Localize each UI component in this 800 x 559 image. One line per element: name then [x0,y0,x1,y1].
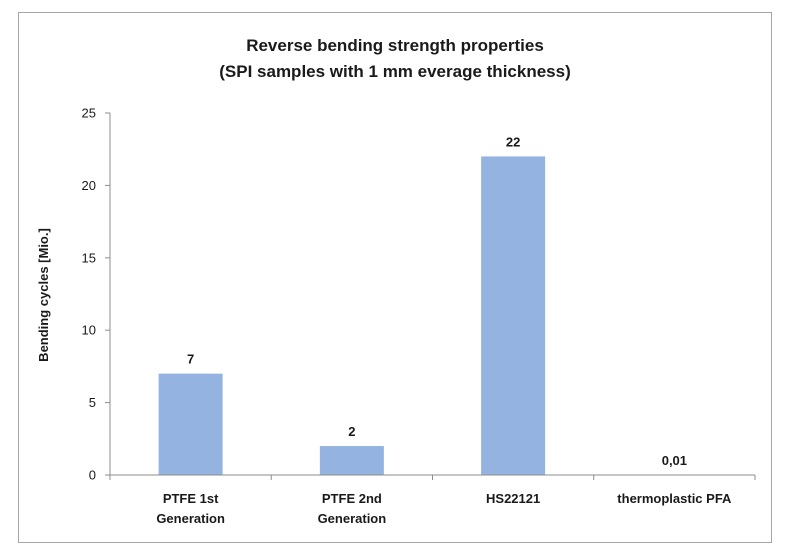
y-tick-label: 5 [89,395,96,410]
chart-title-block: Reverse bending strength properties (SPI… [19,33,771,85]
x-category-label: PTFE 1st [163,491,219,506]
y-tick-label: 15 [82,250,96,265]
data-label: 0,01 [662,453,687,468]
axes [109,113,756,480]
bar [481,156,546,475]
bar [158,373,223,475]
x-category-label: PTFE 2nd [322,491,382,506]
y-axis-title-group: Bending cycles [Mio.] [36,228,51,362]
y-tick-label: 0 [89,468,96,483]
data-label: 22 [506,134,520,149]
y-tick-label: 25 [82,106,96,121]
x-category-label: thermoplastic PFA [617,491,732,506]
data-label: 7 [187,352,194,367]
data-label: 2 [348,424,355,439]
y-tick-label: 20 [82,178,96,193]
chart-frame: Reverse bending strength properties (SPI… [18,12,772,543]
bars [158,156,546,475]
y-axis-ticks: 0 5 10 15 20 25 [82,106,110,483]
chart-subtitle: (SPI samples with 1 mm everage thickness… [219,62,571,81]
y-axis-title: Bending cycles [Mio.] [36,228,51,362]
bar [319,446,384,475]
x-category-label: HS22121 [486,491,540,506]
x-category-label: Generation [318,511,387,526]
x-category-label: Generation [156,511,225,526]
chart-title: Reverse bending strength properties [246,36,544,55]
y-tick-label: 10 [82,323,96,338]
x-axis-labels: PTFE 1st Generation PTFE 2nd Generation HS22… [156,491,732,526]
